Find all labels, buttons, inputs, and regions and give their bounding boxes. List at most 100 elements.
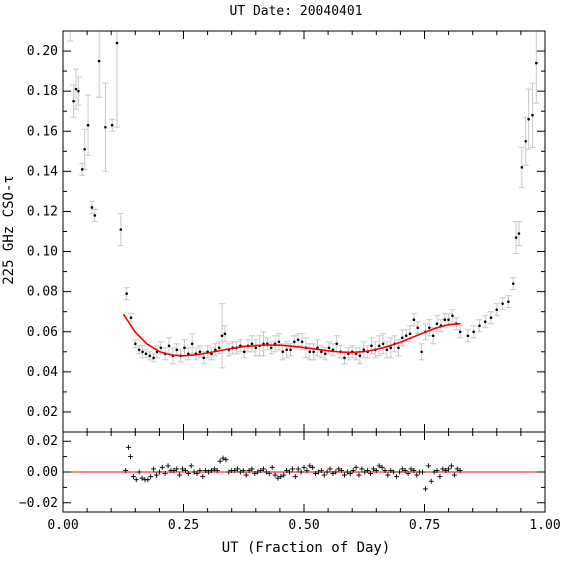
residual-point bbox=[347, 471, 353, 477]
residual-point bbox=[226, 469, 232, 475]
residual-point bbox=[353, 464, 359, 470]
data-point bbox=[412, 318, 416, 322]
residual-point bbox=[373, 467, 379, 473]
data-point bbox=[408, 332, 412, 336]
residual-point bbox=[411, 467, 417, 473]
data-point bbox=[531, 113, 534, 117]
residual-point bbox=[376, 463, 382, 469]
data-point bbox=[289, 348, 292, 352]
data-point bbox=[187, 352, 190, 356]
residual-plot-panel: 0.00 0.25 0.50 0.75 1.00 −0.02 0.00 0.02 bbox=[19, 431, 561, 533]
y-tick-label: 0.20 bbox=[27, 44, 58, 59]
data-point bbox=[277, 340, 281, 344]
data-point bbox=[489, 316, 493, 320]
residual-point bbox=[443, 467, 449, 473]
data-point bbox=[443, 318, 447, 322]
residual-point bbox=[200, 474, 206, 480]
data-point bbox=[308, 350, 312, 354]
data-point bbox=[74, 87, 78, 91]
residual-point bbox=[437, 474, 443, 480]
data-point bbox=[347, 352, 350, 356]
data-point bbox=[495, 308, 499, 311]
data-point bbox=[254, 346, 258, 350]
residual-point bbox=[425, 463, 431, 469]
residual-point bbox=[182, 467, 188, 473]
residual-point bbox=[431, 469, 437, 475]
y-tick-label: 0.10 bbox=[27, 245, 58, 260]
data-point bbox=[431, 334, 435, 338]
residual-point bbox=[420, 469, 426, 475]
data-point bbox=[144, 352, 148, 356]
residual-point bbox=[214, 467, 220, 473]
resid-y-tick-label: −0.02 bbox=[19, 496, 58, 511]
residual-point bbox=[298, 469, 304, 475]
residual-point bbox=[391, 469, 397, 475]
residual-point bbox=[284, 467, 290, 473]
residual-point bbox=[258, 467, 264, 473]
data-point bbox=[198, 350, 202, 354]
data-point bbox=[137, 348, 141, 352]
main-plot-frame bbox=[62, 30, 546, 433]
residual-point bbox=[307, 463, 313, 469]
residual-point bbox=[388, 467, 394, 473]
residual-point bbox=[382, 467, 388, 473]
data-point bbox=[300, 340, 304, 344]
residual-point bbox=[211, 466, 217, 472]
residual-point bbox=[454, 466, 460, 472]
residual-point bbox=[217, 458, 223, 464]
data-point bbox=[119, 228, 123, 231]
y-tick-label: 0.16 bbox=[27, 124, 58, 139]
residual-point bbox=[399, 466, 405, 472]
residual-point bbox=[446, 466, 452, 472]
data-point bbox=[524, 139, 528, 143]
data-point bbox=[190, 342, 194, 346]
data-point bbox=[293, 340, 296, 344]
residual-point bbox=[281, 472, 287, 478]
data-point bbox=[323, 352, 327, 356]
data-point bbox=[125, 292, 128, 295]
data-point bbox=[483, 320, 487, 324]
residual-point bbox=[318, 467, 324, 473]
residual-point bbox=[333, 469, 339, 475]
residual-point bbox=[165, 463, 171, 469]
residual-point bbox=[330, 471, 336, 477]
residual-point bbox=[356, 472, 362, 478]
data-point bbox=[97, 59, 101, 63]
data-point bbox=[223, 332, 227, 336]
data-point bbox=[381, 342, 385, 346]
residual-point bbox=[174, 466, 180, 472]
x-tick-label: 0.25 bbox=[168, 518, 199, 533]
data-point bbox=[478, 324, 481, 328]
residual-point bbox=[145, 477, 151, 483]
residual-point bbox=[341, 472, 347, 478]
resid-y-tick-label: 0.02 bbox=[27, 434, 58, 449]
y-tick-label: 0.02 bbox=[27, 405, 58, 420]
data-point bbox=[420, 350, 423, 354]
data-point bbox=[285, 348, 288, 352]
residual-point bbox=[414, 472, 420, 478]
data-point bbox=[507, 300, 510, 303]
data-point bbox=[354, 352, 358, 356]
x-axis-title: UT (Fraction of Day) bbox=[222, 540, 391, 556]
data-point bbox=[129, 316, 133, 320]
data-point bbox=[217, 346, 221, 350]
data-point bbox=[175, 348, 179, 352]
residual-point bbox=[188, 463, 194, 469]
residual-point bbox=[263, 469, 269, 475]
residual-point bbox=[287, 469, 293, 475]
residual-point bbox=[269, 464, 275, 470]
data-point bbox=[110, 123, 114, 127]
data-point bbox=[80, 168, 84, 171]
data-point bbox=[428, 326, 431, 330]
data-point bbox=[343, 356, 346, 360]
residual-point bbox=[362, 469, 368, 475]
residual-point bbox=[272, 472, 278, 478]
residual-point bbox=[394, 474, 400, 480]
residual-point bbox=[440, 466, 446, 472]
data-point bbox=[451, 314, 454, 318]
residual-point bbox=[405, 471, 411, 477]
residual-point bbox=[249, 466, 255, 472]
residual-point bbox=[232, 467, 238, 473]
residual-point bbox=[126, 444, 132, 450]
residual-point bbox=[154, 472, 160, 478]
